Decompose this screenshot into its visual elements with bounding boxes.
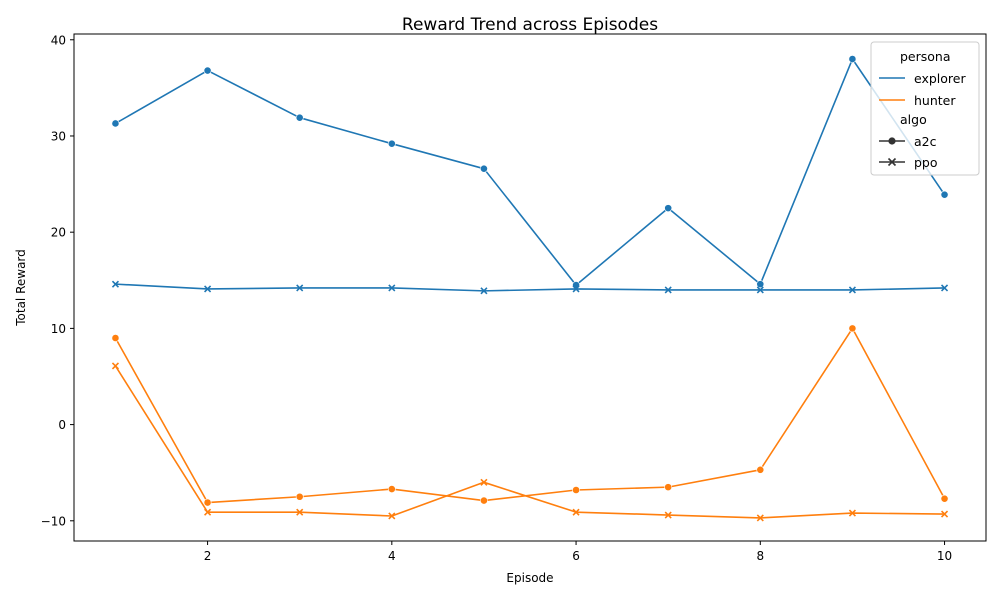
data-point-explorer-a2c-1 [111, 119, 120, 128]
data-point-hunter-ppo-8 [756, 514, 764, 522]
series-explorer-ppo [111, 280, 949, 295]
data-point-explorer-ppo-5 [480, 287, 488, 295]
series-hunter-ppo [111, 362, 949, 522]
legend-explorer-label: explorer [914, 71, 966, 86]
data-point-explorer-ppo-1 [111, 280, 120, 288]
chart-title: Reward Trend across Episodes [402, 15, 658, 35]
data-point-explorer-a2c-5 [480, 164, 488, 173]
data-point-explorer-ppo-8 [756, 286, 764, 294]
data-point-explorer-ppo-2 [204, 285, 212, 293]
data-point-hunter-a2c-2 [203, 498, 212, 507]
data-point-hunter-ppo-6 [572, 508, 580, 516]
data-point-explorer-a2c-9 [848, 55, 857, 63]
series-explorer-a2c [111, 55, 949, 289]
data-point-explorer-ppo-9 [848, 286, 856, 294]
data-point-explorer-a2c-6 [572, 281, 580, 289]
data-point-explorer-ppo-4 [388, 284, 396, 292]
y-tick-label-10: 10 [51, 322, 66, 336]
data-point-explorer-a2c-3 [295, 113, 304, 122]
legend-a2c-label: a2c [914, 134, 937, 149]
x-tick-label-8: 8 [756, 549, 764, 563]
data-point-explorer-ppo-3 [296, 284, 304, 292]
series-hunter-a2c [111, 324, 949, 507]
y-tick-label--10: −10 [41, 514, 66, 528]
data-point-explorer-a2c-7 [664, 204, 673, 213]
x-axis-ticks: 2 4 6 8 10 [204, 541, 952, 563]
data-point-hunter-ppo-4 [388, 512, 396, 520]
data-point-explorer-a2c-10 [940, 190, 949, 199]
data-point-explorer-ppo-10 [940, 284, 949, 292]
y-axis-ticks: −10 0 10 20 30 40 [41, 33, 74, 528]
data-point-hunter-a2c-7 [664, 483, 673, 492]
x-tick-label-6: 6 [572, 549, 580, 563]
x-tick-label-10: 10 [937, 549, 952, 563]
y-axis-label: Total Reward [14, 249, 28, 327]
data-point-hunter-a2c-10 [940, 494, 949, 503]
data-point-hunter-a2c-3 [295, 492, 304, 501]
data-point-explorer-a2c-8 [756, 280, 765, 289]
legend-ppo-label: ppo [914, 155, 938, 170]
chart-legend: persona explorer hunter algo a2c ppo [870, 41, 980, 176]
data-point-hunter-a2c-6 [572, 486, 580, 494]
x-tick-label-2: 2 [204, 549, 212, 563]
data-point-hunter-a2c-4 [387, 485, 396, 493]
data-point-explorer-a2c-4 [387, 139, 396, 148]
x-tick-label-4: 4 [388, 549, 396, 563]
data-point-hunter-ppo-7 [664, 511, 672, 519]
data-point-hunter-ppo-2 [204, 508, 212, 516]
plot-area-frame [73, 33, 987, 542]
data-point-hunter-ppo-5 [480, 478, 488, 486]
data-point-explorer-ppo-6 [572, 285, 580, 293]
data-point-hunter-ppo-1 [111, 362, 120, 370]
legend-persona-title: persona [900, 49, 951, 64]
y-tick-label-40: 40 [51, 33, 66, 47]
x-axis-label: Episode [506, 571, 553, 585]
plot-marks [111, 55, 949, 522]
data-point-hunter-a2c-5 [480, 496, 488, 505]
data-point-hunter-ppo-10 [940, 510, 949, 518]
data-point-hunter-a2c-8 [756, 465, 765, 474]
legend-hunter-label: hunter [914, 93, 956, 108]
data-point-hunter-a2c-9 [848, 324, 857, 333]
y-tick-label-20: 20 [51, 226, 66, 240]
data-point-hunter-ppo-9 [848, 509, 856, 517]
legend-ppo-marker [887, 157, 897, 167]
legend-a2c-marker [888, 137, 896, 145]
series-line-explorer-a2c [115, 58, 946, 286]
legend-algo-title: algo [900, 112, 927, 127]
data-point-hunter-ppo-3 [296, 508, 304, 516]
y-tick-label-0: 0 [58, 418, 66, 432]
data-point-explorer-ppo-7 [664, 286, 672, 294]
data-point-explorer-a2c-2 [203, 66, 212, 75]
y-tick-label-30: 30 [51, 129, 66, 143]
series-line-hunter-ppo [114, 365, 945, 519]
data-point-hunter-a2c-1 [111, 334, 120, 342]
series-line-hunter-a2c [114, 327, 946, 504]
series-line-explorer-ppo [115, 283, 945, 292]
